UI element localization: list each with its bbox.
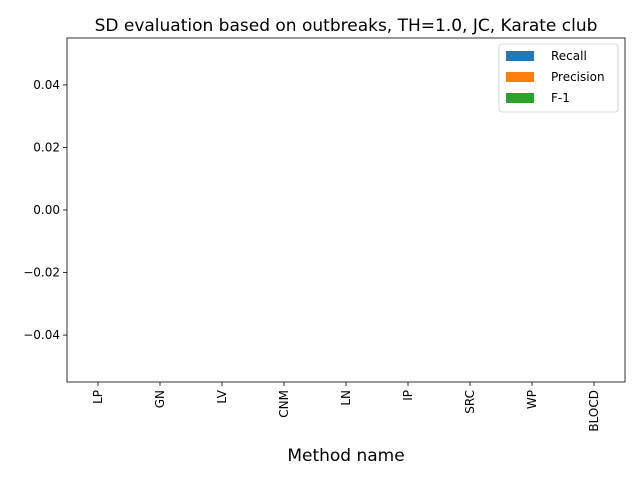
y-tick-label: 0.02 <box>33 140 60 154</box>
x-tick-label: IP <box>401 390 415 401</box>
legend-swatch <box>506 72 534 82</box>
y-tick-label: 0.04 <box>33 78 60 92</box>
y-tick-label: 0.00 <box>33 203 60 217</box>
legend-swatch <box>506 51 534 61</box>
chart-title: SD evaluation based on outbreaks, TH=1.0… <box>95 16 598 36</box>
legend-label: Recall <box>551 49 587 63</box>
x-tick-label: LP <box>91 390 105 404</box>
x-axis: LP GN LV CNM LN IP SRC WP BLOCD <box>91 382 601 432</box>
legend: Recall Precision F-1 <box>498 43 619 113</box>
x-tick-label: BLOCD <box>587 390 601 432</box>
x-tick-label: CNM <box>277 390 291 418</box>
y-tick-label: −0.02 <box>23 266 60 280</box>
x-tick-label: GN <box>153 390 167 408</box>
y-axis: 0.04 0.02 0.00 −0.02 −0.04 <box>23 78 67 342</box>
x-tick-label: LN <box>339 390 353 406</box>
x-tick-label: WP <box>525 390 539 409</box>
legend-label: F-1 <box>551 91 570 105</box>
legend-label: Precision <box>551 70 605 84</box>
x-tick-label: SRC <box>463 390 477 414</box>
x-axis-label: Method name <box>287 446 404 466</box>
y-tick-label: −0.04 <box>23 328 60 342</box>
legend-swatch <box>506 93 534 103</box>
x-tick-label: LV <box>215 389 229 403</box>
